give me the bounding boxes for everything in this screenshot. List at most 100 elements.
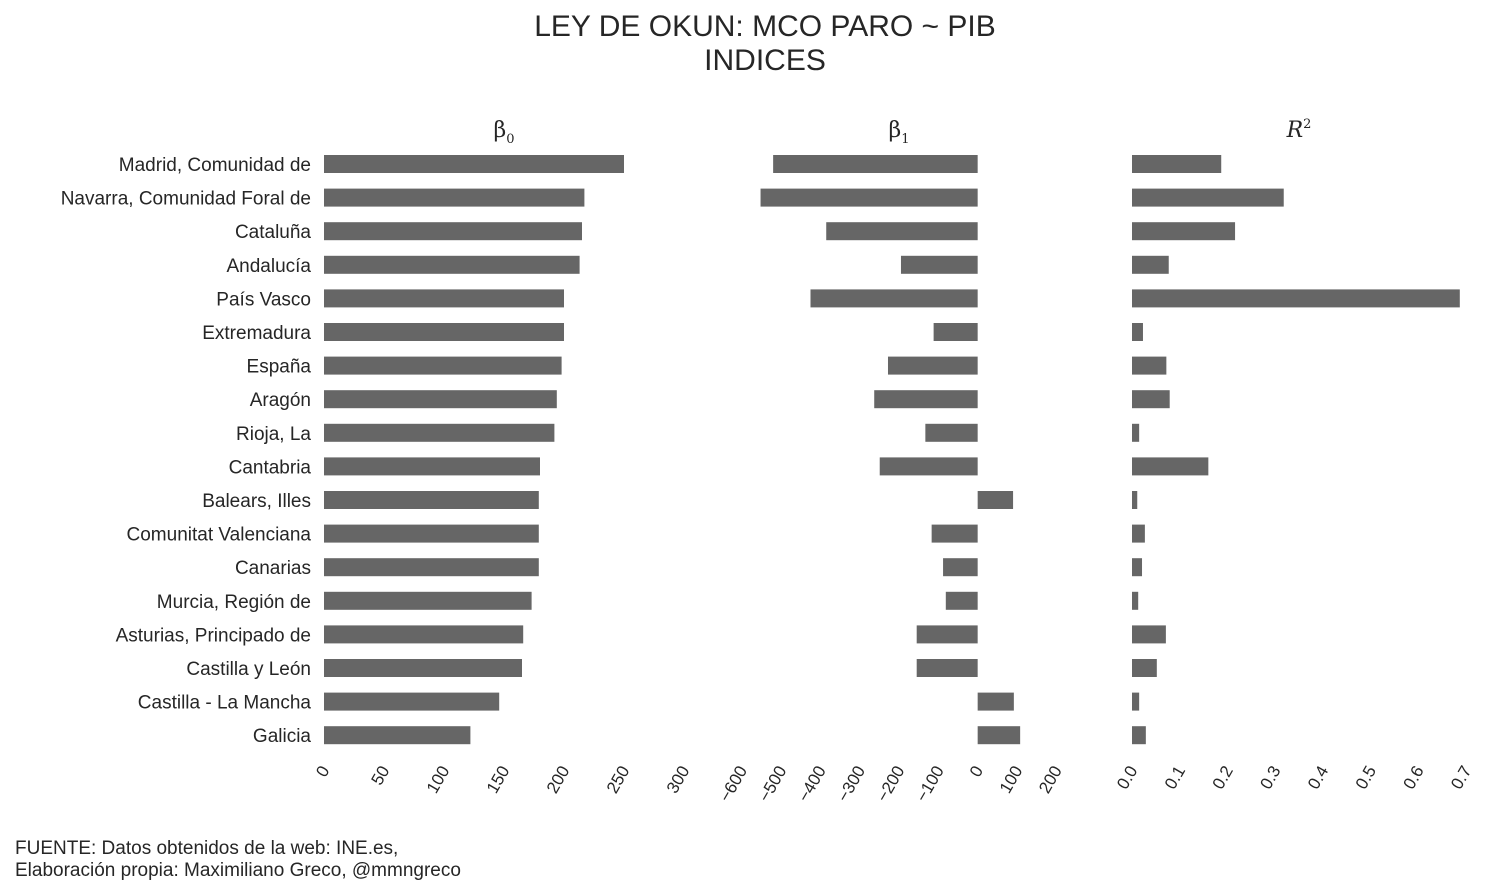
bar-3-6: [1132, 323, 1143, 341]
bar-3-8: [1132, 390, 1170, 409]
category-label: Rioja, La: [236, 424, 311, 445]
chart-panels: β0 Madrid, Comunidad de Navarra, Comunidad…: [61, 117, 1476, 806]
x-tick-label: −300: [834, 763, 870, 806]
category-label: País Vasco: [216, 289, 311, 310]
bar-1-18: [324, 726, 471, 745]
bar-2-8: [874, 390, 978, 409]
category-label: Comunitat Valenciana: [127, 525, 312, 546]
bar-1-8: [324, 390, 557, 409]
bar-1-14: [324, 591, 532, 610]
x-tick-label: 0.7: [1447, 763, 1475, 793]
bar-3-15: [1132, 625, 1166, 644]
bar-3-3: [1132, 222, 1236, 241]
bar-1-3: [324, 222, 582, 241]
panel-title-1: β0: [494, 118, 515, 147]
panel-1: β0 Madrid, Comunidad de Navarra, Comunidad…: [61, 118, 694, 797]
bar-3-9: [1132, 423, 1140, 442]
category-label: Canarias: [235, 558, 311, 579]
bar-2-1: [773, 155, 978, 173]
bar-1-15: [324, 625, 524, 644]
x-tick-label: 100: [423, 763, 454, 797]
category-label: Extremadura: [202, 323, 311, 344]
bar-2-13: [943, 558, 978, 577]
x-tick-label: −600: [716, 763, 752, 806]
bar-3-2: [1132, 188, 1284, 207]
bar-1-9: [324, 423, 555, 442]
bar-2-15: [916, 625, 978, 644]
bar-2-10: [879, 457, 978, 476]
x-tick-label: 200: [1035, 763, 1066, 797]
bar-3-11: [1132, 491, 1138, 509]
category-label: Castilla - La Mancha: [138, 693, 312, 714]
bar-2-17: [977, 692, 1014, 711]
bar-3-10: [1132, 457, 1209, 476]
bar-2-5: [810, 289, 978, 308]
bar-3-13: [1132, 558, 1143, 577]
category-label: España: [247, 357, 312, 378]
bar-2-9: [925, 423, 978, 442]
bar-3-14: [1132, 591, 1139, 610]
bar-3-17: [1132, 692, 1140, 711]
bar-2-4: [900, 255, 978, 274]
panel-title-2: β1: [889, 118, 910, 147]
x-tick-label: 0.3: [1256, 763, 1284, 793]
bar-1-12: [324, 524, 539, 543]
category-label: Murcia, Región de: [157, 592, 311, 613]
x-tick-label: 50: [368, 763, 394, 789]
category-label: Andalucía: [226, 256, 311, 277]
bar-2-18: [977, 726, 1021, 745]
bar-1-6: [324, 323, 564, 341]
bar-1-11: [324, 491, 539, 509]
bar-1-16: [324, 659, 522, 677]
bar-2-16: [916, 659, 978, 677]
bar-3-4: [1132, 255, 1169, 274]
x-tick-label: 100: [996, 763, 1027, 797]
chart-title-line1: LEY DE OKUN: MCO PARO ~ PIB: [534, 10, 996, 43]
bar-2-2: [760, 188, 978, 207]
bar-1-5: [324, 289, 564, 308]
bar-2-3: [826, 222, 978, 241]
category-label: Castilla y León: [186, 659, 311, 680]
x-tick-label: 150: [483, 763, 514, 797]
category-label: Madrid, Comunidad de: [119, 155, 311, 176]
x-tick-label: 0.6: [1399, 763, 1427, 793]
bar-1-2: [324, 188, 585, 207]
x-tick-label: 0.2: [1209, 763, 1237, 793]
bar-3-12: [1132, 524, 1145, 543]
x-tick-label: 200: [543, 763, 574, 797]
category-label: Asturias, Principado de: [116, 625, 311, 646]
bar-2-12: [931, 524, 978, 543]
x-tick-label: 0.0: [1113, 763, 1141, 793]
x-tick-label: −200: [873, 763, 909, 806]
bar-3-1: [1132, 155, 1222, 173]
bar-1-7: [324, 356, 562, 375]
bar-2-11: [977, 491, 1014, 509]
chart-title-line2: INDICES: [704, 44, 826, 77]
x-tick-label: 0.5: [1352, 763, 1380, 793]
x-tick-label: 0.1: [1161, 763, 1189, 793]
bar-1-10: [324, 457, 540, 476]
footer-line-source: FUENTE: Datos obtenidos de la web: INE.e…: [15, 838, 399, 859]
panel-3: R2 0.0 0.1 0.2 0.3 0.4 0.5 0.6 0.7: [1113, 117, 1475, 792]
source-footer: FUENTE: Datos obtenidos de la web: INE.e…: [15, 838, 461, 882]
bar-2-14: [945, 591, 978, 610]
x-tick-label: 0: [312, 763, 333, 781]
bar-1-17: [324, 692, 500, 711]
category-label: Cataluña: [235, 222, 311, 243]
bar-3-16: [1132, 659, 1157, 677]
bar-3-18: [1132, 726, 1146, 745]
category-label: Aragón: [250, 390, 311, 411]
bar-1-13: [324, 558, 539, 577]
chart-title: LEY DE OKUN: MCO PARO ~ PIB INDICES: [0, 10, 1507, 78]
category-label: Galicia: [253, 726, 312, 747]
bar-3-5: [1132, 289, 1460, 308]
x-tick-label: 250: [603, 763, 634, 797]
category-label: Cantabria: [229, 457, 312, 478]
footer-line-author: Elaboración propia: Maximiliano Greco, @…: [15, 860, 461, 881]
bar-1-4: [324, 255, 580, 274]
bar-2-6: [933, 323, 978, 341]
x-tick-label: −400: [794, 763, 830, 806]
bar-2-7: [887, 356, 978, 375]
x-tick-label: −100: [912, 763, 948, 806]
x-tick-label: 300: [663, 763, 694, 797]
